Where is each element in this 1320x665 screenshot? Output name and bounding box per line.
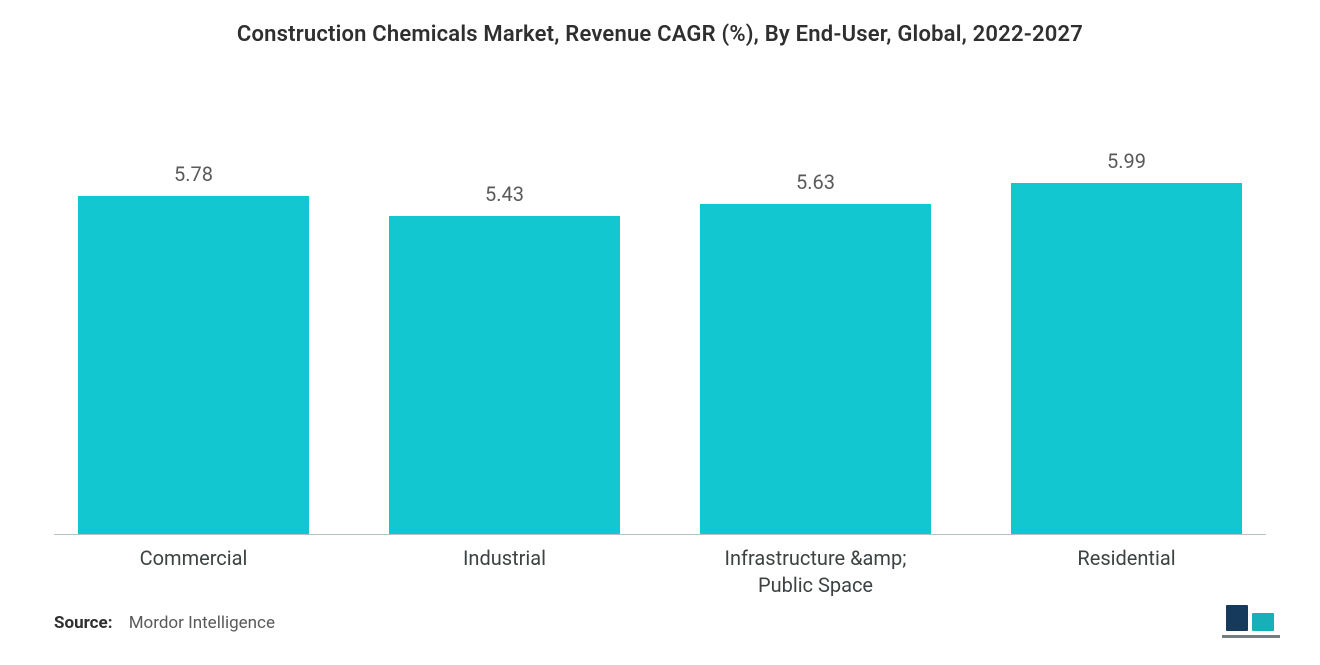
source-label: Source:: [54, 613, 112, 633]
x-axis-label: Commercial: [78, 545, 309, 599]
source-text: Mordor Intelligence: [129, 613, 275, 633]
x-axis-label: Residential: [1011, 545, 1242, 599]
bar-slot: 5.78: [78, 95, 309, 534]
x-axis-label: Infrastructure &amp; Public Space: [700, 545, 931, 599]
bar: [700, 204, 931, 534]
chart-title: Construction Chemicals Market, Revenue C…: [54, 22, 1266, 47]
source-attribution: Source: Mordor Intelligence: [54, 613, 275, 633]
bar: [389, 216, 620, 534]
bar-value-label: 5.43: [485, 182, 524, 206]
mordor-logo-icon: [1222, 603, 1280, 639]
bar: [1011, 183, 1242, 534]
x-axis-label: Industrial: [389, 545, 620, 599]
chart-container: Construction Chemicals Market, Revenue C…: [0, 0, 1320, 665]
bar-slot: 5.43: [389, 95, 620, 534]
bar-value-label: 5.99: [1107, 149, 1146, 173]
bar-slot: 5.63: [700, 95, 931, 534]
x-axis-labels: Commercial Industrial Infrastructure &amp;…: [54, 535, 1266, 599]
bar-value-label: 5.78: [174, 162, 213, 186]
bar-slot: 5.99: [1011, 95, 1242, 534]
bar-value-label: 5.63: [796, 170, 835, 194]
bar: [78, 196, 309, 534]
plot-area: 5.78 5.43 5.63 5.99: [54, 95, 1266, 535]
